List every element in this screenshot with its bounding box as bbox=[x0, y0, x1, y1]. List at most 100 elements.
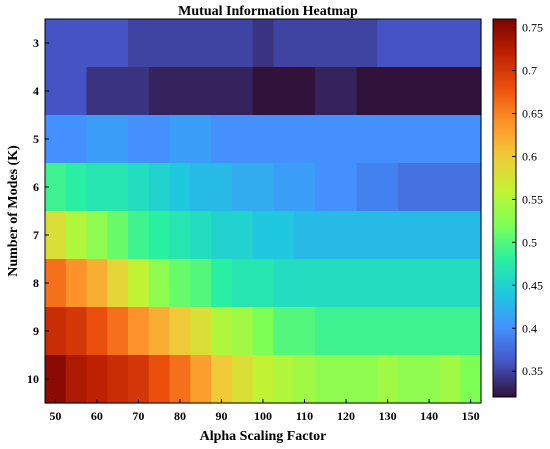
heatmap-cell bbox=[418, 19, 441, 68]
chart-title: Mutual Information Heatmap bbox=[178, 4, 358, 19]
heatmap-cell bbox=[335, 115, 358, 164]
heatmap-cell bbox=[314, 211, 337, 260]
heatmap-cell bbox=[460, 19, 482, 68]
heatmap-cell bbox=[86, 19, 108, 68]
y-tick-label: 6 bbox=[33, 180, 39, 194]
heatmap-cell bbox=[231, 115, 254, 164]
heatmap-cell bbox=[294, 19, 316, 68]
heatmap-cell bbox=[65, 163, 88, 212]
heatmap-cell bbox=[314, 67, 337, 116]
heatmap-cell bbox=[377, 115, 399, 164]
heatmap-cell bbox=[439, 67, 461, 116]
x-tick-label: 140 bbox=[420, 409, 438, 423]
heatmap-cell bbox=[377, 211, 399, 260]
heatmap-cell bbox=[169, 19, 191, 68]
colorbar-axis: 0.35 0.4 0.45 0.5 0.55 0.6 0.65 0.7 0.75 bbox=[512, 21, 543, 378]
heatmap-cell bbox=[190, 355, 212, 404]
heatmap-cell bbox=[314, 115, 337, 164]
heatmap-cell bbox=[356, 259, 378, 308]
heatmap-cell bbox=[377, 163, 399, 212]
heatmap-cell bbox=[335, 355, 358, 404]
heatmap-cell bbox=[439, 355, 461, 404]
heatmap-cell bbox=[418, 211, 441, 260]
heatmap-cell bbox=[45, 307, 67, 356]
x-tick-label: 60 bbox=[91, 409, 103, 423]
heatmap-cell bbox=[128, 259, 150, 308]
heatmap-cell bbox=[377, 307, 399, 356]
heatmap-cell bbox=[356, 211, 378, 260]
heatmap-cell bbox=[86, 211, 108, 260]
heatmap-cell bbox=[128, 115, 150, 164]
heatmap-cell bbox=[335, 67, 358, 116]
heatmap-cell bbox=[273, 19, 295, 68]
heatmap-cell bbox=[190, 211, 212, 260]
heatmap-cell bbox=[439, 211, 461, 260]
heatmap-cell bbox=[335, 259, 358, 308]
heatmap-cell bbox=[294, 67, 316, 116]
heatmap-cell bbox=[65, 307, 88, 356]
heatmap-cell bbox=[65, 67, 88, 116]
heatmap-cell bbox=[128, 307, 150, 356]
heatmap-cell bbox=[65, 259, 88, 308]
heatmap-cell bbox=[356, 19, 378, 68]
heatmap-cell bbox=[335, 211, 358, 260]
heatmap-cell bbox=[45, 355, 67, 404]
heatmap-cell bbox=[231, 355, 254, 404]
colorbar-tick-label: 0.55 bbox=[522, 192, 543, 206]
heatmap-cell bbox=[439, 259, 461, 308]
heatmap-cell bbox=[397, 163, 420, 212]
colorbar-tick-label: 0.7 bbox=[522, 64, 537, 78]
heatmap-cell bbox=[439, 163, 461, 212]
heatmap-cell bbox=[65, 19, 88, 68]
heatmap-cell bbox=[211, 211, 233, 260]
heatmap-cell bbox=[45, 115, 67, 164]
heatmap-cell bbox=[231, 259, 254, 308]
heatmap-cell bbox=[65, 355, 88, 404]
heatmap-cell bbox=[294, 259, 316, 308]
heatmap-cell bbox=[377, 259, 399, 308]
heatmap-cell bbox=[460, 355, 482, 404]
heatmap-cell bbox=[86, 307, 108, 356]
heatmap-cell bbox=[418, 115, 441, 164]
colorbar-tick-label: 0.35 bbox=[522, 364, 543, 378]
heatmap-cell bbox=[273, 115, 295, 164]
colorbar-tick-label: 0.5 bbox=[522, 235, 537, 249]
colorbar-tick-label: 0.45 bbox=[522, 278, 543, 292]
heatmap-cell bbox=[45, 259, 67, 308]
heatmap-cell bbox=[86, 259, 108, 308]
heatmap-cell bbox=[148, 259, 171, 308]
x-tick-label: 120 bbox=[337, 409, 355, 423]
heatmap-cell bbox=[314, 355, 337, 404]
y-tick-label: 7 bbox=[33, 228, 39, 242]
heatmap-cell bbox=[107, 163, 129, 212]
heatmap-cell bbox=[397, 355, 420, 404]
heatmap-cell bbox=[128, 355, 150, 404]
y-tick-label: 10 bbox=[27, 372, 39, 386]
heatmap-cell bbox=[211, 163, 233, 212]
heatmap-cell bbox=[356, 67, 378, 116]
heatmap-cell bbox=[107, 19, 129, 68]
heatmap-cell bbox=[397, 211, 420, 260]
heatmap-cell bbox=[211, 115, 233, 164]
heatmap-cell bbox=[356, 115, 378, 164]
heatmap-cell bbox=[211, 67, 233, 116]
heatmap-cell bbox=[169, 115, 191, 164]
heatmap-cell bbox=[418, 163, 441, 212]
heatmap-cell bbox=[45, 163, 67, 212]
heatmap-cell bbox=[148, 67, 171, 116]
heatmap-cell bbox=[252, 67, 274, 116]
heatmap-cell bbox=[252, 115, 274, 164]
heatmap-cell bbox=[273, 259, 295, 308]
heatmap-cell bbox=[211, 259, 233, 308]
heatmap-cell bbox=[169, 307, 191, 356]
heatmap-cell bbox=[231, 19, 254, 68]
heatmap-cell bbox=[377, 67, 399, 116]
heatmap-cell bbox=[190, 115, 212, 164]
heatmap-cell bbox=[211, 19, 233, 68]
heatmap-cell bbox=[252, 355, 274, 404]
heatmap-cell bbox=[211, 355, 233, 404]
heatmap-cell bbox=[231, 307, 254, 356]
heatmap-cell bbox=[65, 211, 88, 260]
heatmap-cell bbox=[148, 355, 171, 404]
heatmap-cell bbox=[273, 211, 295, 260]
